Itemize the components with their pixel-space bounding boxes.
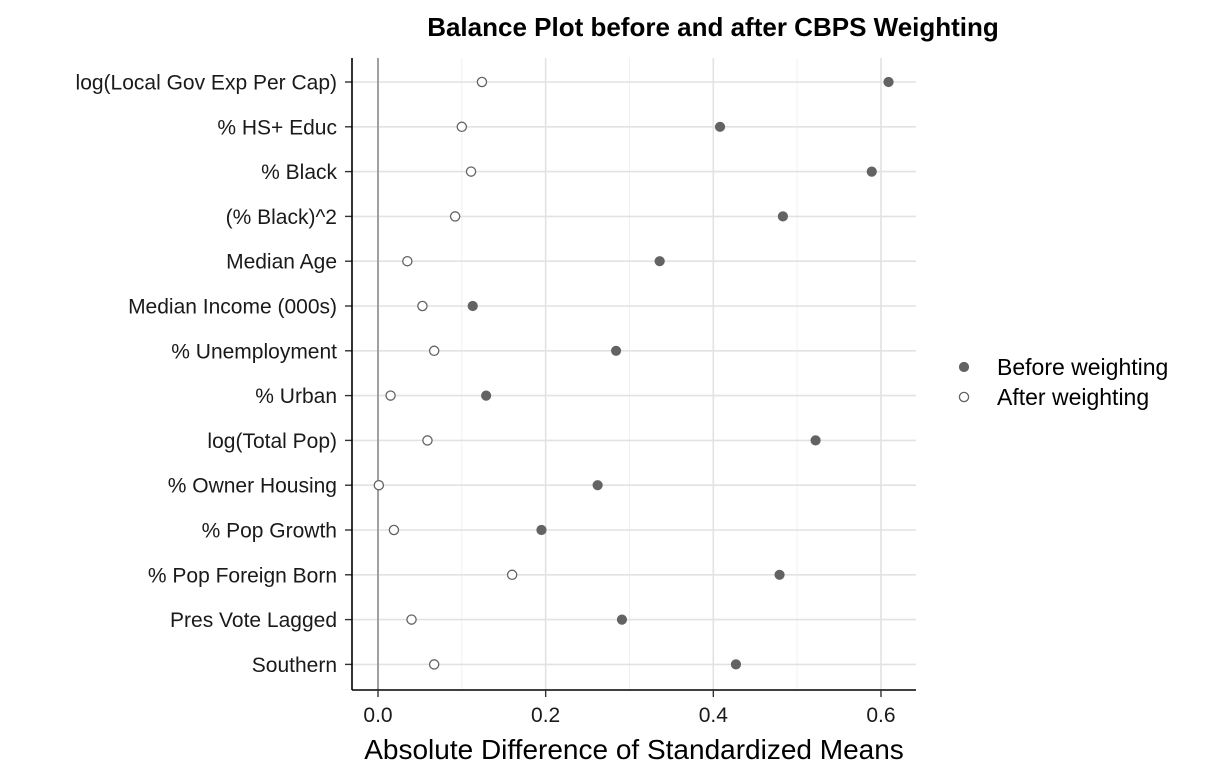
point-after-weighting (422, 435, 433, 446)
y-tick-label: Median Income (000s) (128, 296, 337, 319)
y-tick-label: (% Black)^2 (226, 206, 337, 229)
point-before-weighting (481, 390, 492, 401)
point-after-weighting (402, 255, 413, 267)
gridlines (352, 58, 916, 690)
point-before-weighting (730, 659, 742, 670)
point-after-weighting (465, 166, 477, 177)
y-tick-label: % Pop Growth (202, 520, 337, 543)
y-tick-label: % Unemployment (171, 340, 337, 363)
point-before-weighting (616, 614, 628, 625)
y-tick-label: log(Local Gov Exp Per Cap) (76, 72, 337, 95)
chart-title: Balance Plot before and after CBPS Weigh… (427, 12, 999, 42)
point-after-weighting (449, 211, 461, 222)
legend-key (958, 391, 970, 403)
point-after-weighting (373, 479, 385, 491)
y-axis-labels: log(Local Gov Exp Per Cap) % HS+ Educ % Bl… (76, 72, 352, 677)
point-before-weighting (467, 300, 478, 312)
x-tick-label: 0.4 (699, 704, 729, 727)
legend-key (958, 361, 970, 373)
point-before-weighting (592, 480, 603, 491)
point-before-weighting (777, 211, 788, 222)
x-tick-label: 0.0 (363, 704, 392, 727)
x-axis-ticks: 0.0 0.2 0.4 0.6 (363, 690, 896, 727)
point-after-weighting (476, 76, 488, 88)
y-tick-label: % Urban (255, 385, 337, 408)
point-after-weighting (388, 524, 400, 536)
y-tick-label: Pres Vote Lagged (170, 609, 337, 632)
point-after-weighting (506, 569, 518, 581)
data-points (373, 76, 894, 670)
point-before-weighting (883, 76, 894, 88)
y-tick-label: log(Total Pop) (207, 430, 337, 453)
y-tick-label: % Black (261, 161, 337, 184)
point-before-weighting (610, 345, 622, 356)
point-after-weighting (406, 614, 417, 625)
legend-label: After weighting (997, 384, 1149, 410)
point-before-weighting (810, 435, 821, 446)
point-after-weighting (417, 300, 428, 312)
legend-label: Before weighting (997, 354, 1168, 380)
point-after-weighting (456, 121, 468, 133)
x-axis-label: Absolute Difference of Standardized Mean… (364, 734, 904, 765)
y-tick-label: Median Age (226, 251, 337, 274)
point-after-weighting (385, 390, 396, 401)
y-tick-label: Southern (252, 654, 337, 677)
legend: Before weighting After weighting (958, 354, 1168, 410)
point-before-weighting (654, 256, 665, 267)
point-before-weighting (536, 524, 547, 536)
point-before-weighting (714, 121, 726, 132)
point-after-weighting (428, 345, 440, 357)
point-before-weighting (774, 569, 785, 580)
y-tick-label: % Owner Housing (168, 475, 337, 498)
x-tick-label: 0.2 (531, 704, 560, 727)
axes (351, 58, 916, 691)
y-tick-label: % Pop Foreign Born (148, 564, 337, 587)
y-tick-label: % HS+ Educ (217, 116, 337, 139)
point-after-weighting (428, 659, 440, 670)
point-before-weighting (866, 166, 877, 177)
x-tick-label: 0.6 (866, 704, 895, 727)
